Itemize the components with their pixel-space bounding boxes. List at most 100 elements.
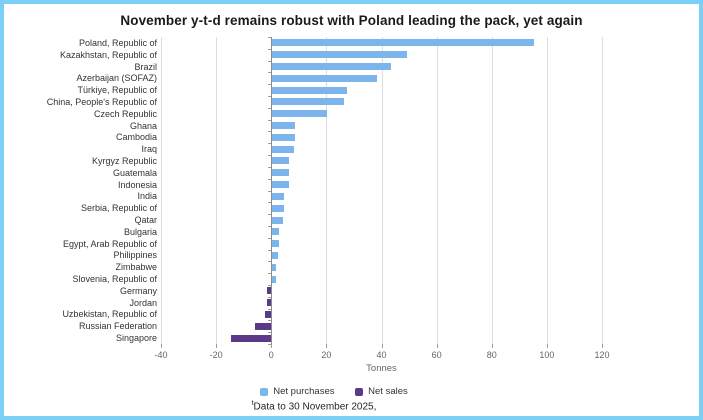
category-tick	[268, 119, 272, 121]
category-tick	[268, 166, 272, 168]
x-tick-label: 100	[539, 350, 555, 360]
category-tick	[268, 296, 272, 298]
category-tick	[268, 344, 272, 345]
net-purchases-bar	[272, 251, 279, 259]
category-tick	[268, 107, 272, 109]
net-purchases-bar	[272, 228, 279, 236]
net-purchases-bar	[272, 263, 276, 271]
gridline	[161, 37, 162, 344]
category-tick	[268, 96, 272, 98]
x-tick-label: 40	[376, 350, 387, 360]
x-axis-tick	[546, 344, 548, 348]
x-axis-tick	[602, 344, 603, 348]
category-tick	[268, 84, 272, 86]
x-axis-tick	[161, 344, 162, 348]
x-tick-label: 0	[268, 350, 274, 360]
gridline	[216, 37, 218, 344]
category-tick	[268, 72, 272, 74]
category-label: Indonesia	[117, 179, 157, 190]
legend-label-net-purchases: Net purchases	[273, 386, 335, 397]
category-label: Guatemala	[112, 167, 157, 178]
footnote-text: Data to 30 November 2025,	[253, 401, 377, 413]
x-axis-tick	[326, 344, 328, 348]
category-tick	[268, 237, 272, 239]
category-label: Uzbekistan, Republic of	[62, 309, 157, 320]
category-tick	[268, 37, 272, 38]
category-label: Türkiye, Republic of	[77, 85, 157, 96]
net-purchases-bar	[272, 240, 279, 248]
gridline	[546, 37, 548, 344]
net-sales-swatch-icon	[355, 387, 364, 396]
category-tick	[268, 225, 272, 227]
category-tick	[268, 178, 272, 180]
category-label: Kazakhstan, Republic of	[59, 49, 157, 60]
net-purchases-bar	[272, 74, 377, 82]
net-sales-bar	[254, 322, 272, 330]
category-tick	[268, 143, 272, 145]
net-purchases-bar	[272, 39, 535, 47]
category-tick	[268, 261, 272, 263]
category-label: Azerbaijan (SOFAZ)	[76, 73, 157, 84]
net-purchases-bar	[272, 51, 408, 59]
category-tick	[268, 249, 272, 251]
footnote-superscript: t	[251, 400, 254, 407]
category-label: Czech Republic	[93, 108, 157, 119]
net-purchases-bar	[272, 169, 290, 177]
net-sales-bar	[267, 299, 272, 307]
net-purchases-bar	[272, 63, 391, 71]
x-axis-tick	[436, 344, 438, 348]
net-sales-bar	[231, 334, 272, 342]
net-purchases-bar	[272, 110, 328, 118]
category-tick	[268, 320, 272, 322]
category-label: Qatar	[134, 215, 157, 226]
x-tick-label: -20	[209, 350, 223, 360]
category-label: Slovenia, Republic of	[72, 274, 157, 285]
category-label: Zimbabwe	[115, 262, 157, 273]
net-purchases-bar	[272, 98, 344, 106]
category-tick	[268, 308, 272, 310]
x-tick-label: 20	[321, 350, 332, 360]
category-label: Brazil	[134, 61, 157, 72]
x-tick-label: 80	[486, 350, 497, 360]
legend-item-net-sales[interactable]: Net sales	[355, 386, 408, 397]
category-tick	[268, 202, 272, 204]
category-tick	[268, 214, 272, 216]
net-purchases-bar	[272, 133, 295, 141]
category-label: China, People's Republic of	[46, 96, 157, 107]
net-purchases-bar	[272, 86, 347, 94]
legend-label-net-sales: Net sales	[368, 386, 408, 397]
category-label: Iraq	[141, 144, 157, 155]
net-purchases-bar	[272, 181, 289, 189]
legend-item-net-purchases[interactable]: Net purchases	[260, 386, 335, 397]
category-tick	[268, 48, 272, 50]
category-label: Serbia, Republic of	[80, 203, 157, 214]
x-axis-tick	[491, 344, 493, 348]
net-sales-bar	[267, 287, 272, 295]
x-axis-tick	[271, 344, 273, 348]
x-tick-label: 120	[594, 350, 610, 360]
category-tick	[268, 190, 272, 192]
category-label: Germany	[119, 285, 157, 296]
category-label: Philippines	[113, 250, 157, 261]
net-purchases-bar	[272, 145, 295, 153]
category-label: Poland, Republic of	[78, 37, 157, 48]
category-label: Bulgaria	[123, 226, 157, 237]
legend: Net purchases Net sales	[4, 386, 664, 399]
category-tick	[268, 284, 272, 286]
x-tick-label: -40	[154, 350, 168, 360]
footnote: tData to 30 November 2025,	[4, 400, 624, 412]
net-purchases-bar	[272, 216, 284, 224]
x-axis-tick	[216, 344, 218, 348]
net-purchases-bar	[272, 157, 290, 165]
x-axis-title: Tonnes	[366, 363, 397, 374]
x-axis-tick	[381, 344, 383, 348]
net-purchases-bar	[272, 192, 285, 200]
category-tick	[268, 131, 272, 133]
bar-chart: -40 -20 0 20 40 60 80 100 120 Poland, Republic of…	[4, 4, 699, 416]
category-label: Cambodia	[115, 132, 157, 143]
category-tick	[268, 155, 272, 157]
chart-title: November y-t-d remains robust with Polan…	[120, 13, 583, 28]
category-tick	[268, 60, 272, 62]
zero-axis-line	[271, 37, 273, 344]
